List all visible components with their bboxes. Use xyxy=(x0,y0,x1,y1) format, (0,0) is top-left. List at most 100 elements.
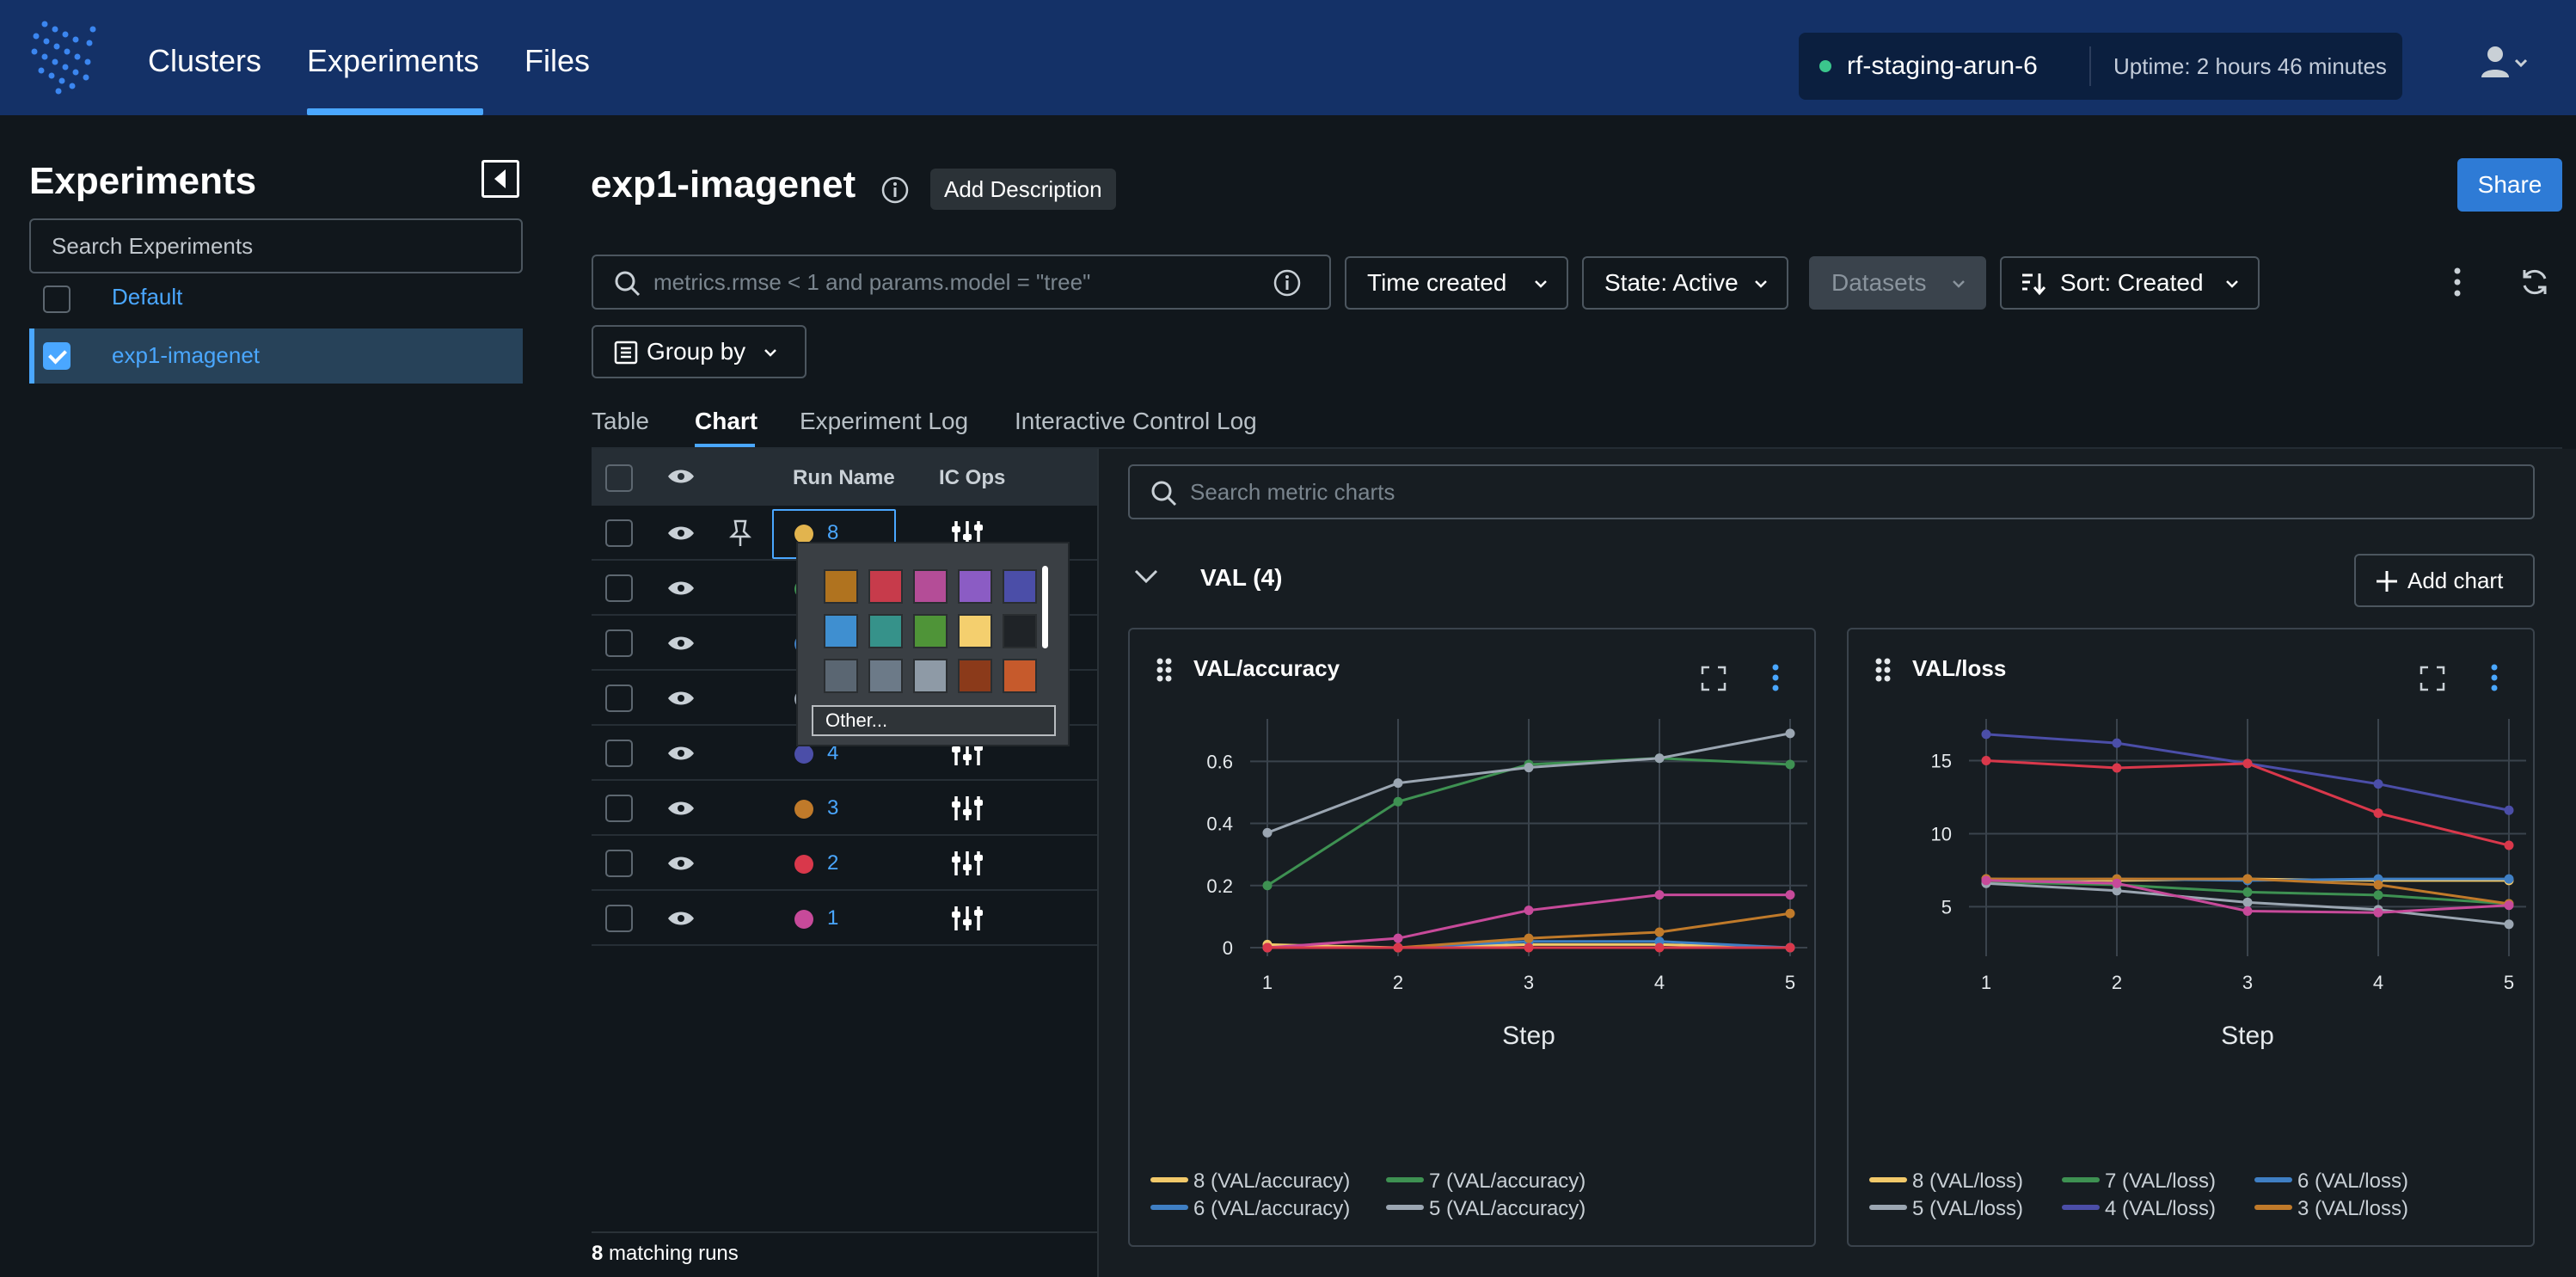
color-swatch[interactable] xyxy=(958,569,992,604)
color-swatch[interactable] xyxy=(958,659,992,693)
color-swatch[interactable] xyxy=(824,659,858,693)
experiment-item-exp1-imagenet[interactable]: exp1-imagenet xyxy=(29,328,523,384)
data-point[interactable] xyxy=(1785,759,1795,770)
legend-entry[interactable]: 5 (VAL/accuracy) xyxy=(1386,1197,1585,1221)
tab-table[interactable]: Table xyxy=(592,408,649,434)
eye-icon[interactable] xyxy=(667,855,695,872)
data-point[interactable] xyxy=(2504,900,2514,911)
experiment-label[interactable]: Default xyxy=(112,284,183,310)
data-point[interactable] xyxy=(2504,840,2514,850)
run-color-dot[interactable] xyxy=(794,525,813,543)
tab-experiment-log[interactable]: Experiment Log xyxy=(800,408,969,434)
column-header-ic-ops[interactable]: IC Ops xyxy=(939,466,1006,489)
data-point[interactable] xyxy=(1981,875,1991,886)
color-swatch[interactable] xyxy=(958,614,992,648)
data-point[interactable] xyxy=(2373,808,2383,819)
data-point[interactable] xyxy=(1262,881,1273,891)
data-point[interactable] xyxy=(1981,729,1991,740)
info-icon[interactable] xyxy=(880,175,910,205)
legend-entry[interactable]: 5 (VAL/loss) xyxy=(1869,1197,2023,1221)
color-swatch[interactable] xyxy=(868,659,903,693)
data-point[interactable] xyxy=(1654,890,1665,900)
expand-icon[interactable] xyxy=(2420,666,2445,691)
eye-icon[interactable] xyxy=(667,800,695,817)
color-swatch[interactable] xyxy=(913,659,948,693)
select-all-checkbox[interactable] xyxy=(605,464,633,492)
data-point[interactable] xyxy=(1524,942,1534,953)
state-dropdown[interactable]: State: Active xyxy=(1582,256,1788,310)
data-point[interactable] xyxy=(1981,755,1991,765)
drag-handle-icon[interactable] xyxy=(1156,657,1173,683)
data-point[interactable] xyxy=(2242,874,2253,884)
experiment-item-default[interactable]: Default xyxy=(29,270,523,325)
color-swatch[interactable] xyxy=(868,569,903,604)
data-point[interactable] xyxy=(1393,942,1403,953)
data-point[interactable] xyxy=(2373,907,2383,918)
data-point[interactable] xyxy=(2504,919,2514,930)
color-swatch[interactable] xyxy=(913,569,948,604)
run-name-link[interactable]: 2 xyxy=(827,851,839,875)
line-chart[interactable]: 1 2 3 4 5 0 0.2 0.4 0.6 Step xyxy=(1130,707,1818,1188)
data-point[interactable] xyxy=(1654,753,1665,764)
collapse-sidebar-button[interactable] xyxy=(481,160,519,198)
data-point[interactable] xyxy=(2504,874,2514,884)
data-point[interactable] xyxy=(2373,890,2383,900)
run-name-link[interactable]: 3 xyxy=(827,796,839,820)
run-name-link[interactable]: 4 xyxy=(827,741,839,764)
data-point[interactable] xyxy=(1785,890,1795,900)
run-color-dot[interactable] xyxy=(794,745,813,764)
chart-search-field[interactable] xyxy=(1128,464,2535,519)
experiment-checkbox[interactable] xyxy=(43,342,71,370)
expand-icon[interactable] xyxy=(1701,666,1727,691)
column-header-run-name[interactable]: Run Name xyxy=(793,466,895,489)
run-color-dot[interactable] xyxy=(794,910,813,929)
table-row[interactable]: 2 xyxy=(592,836,1097,891)
row-checkbox[interactable] xyxy=(605,519,633,547)
logo-icon[interactable] xyxy=(28,17,100,96)
drag-handle-icon[interactable] xyxy=(1874,657,1892,683)
eye-icon[interactable] xyxy=(667,690,695,707)
eye-icon[interactable] xyxy=(667,580,695,597)
table-row[interactable]: 3 xyxy=(592,781,1097,836)
data-point[interactable] xyxy=(1785,942,1795,953)
data-point[interactable] xyxy=(1654,942,1665,953)
color-swatch[interactable] xyxy=(1003,614,1037,648)
group-by-button[interactable]: Group by xyxy=(592,325,807,378)
data-point[interactable] xyxy=(2242,906,2253,917)
run-color-dot[interactable] xyxy=(794,800,813,819)
nav-experiments[interactable]: Experiments xyxy=(307,43,480,78)
data-point[interactable] xyxy=(1524,763,1534,773)
experiment-checkbox[interactable] xyxy=(43,285,71,313)
datasets-dropdown[interactable]: Datasets xyxy=(1809,256,1986,310)
legend-entry[interactable]: 6 (VAL/accuracy) xyxy=(1150,1197,1350,1221)
eye-icon[interactable] xyxy=(667,525,695,542)
row-checkbox[interactable] xyxy=(605,574,633,602)
pin-icon[interactable] xyxy=(727,519,753,547)
table-row[interactable]: 1 xyxy=(592,891,1097,946)
data-point[interactable] xyxy=(1262,827,1273,838)
legend-entry[interactable]: 7 (VAL/loss) xyxy=(2062,1170,2216,1194)
run-name-link[interactable]: 8 xyxy=(827,521,839,544)
legend-entry[interactable]: 8 (VAL/loss) xyxy=(1869,1170,2023,1194)
data-point[interactable] xyxy=(1262,942,1273,953)
eye-icon[interactable] xyxy=(667,745,695,762)
run-name-link[interactable]: 1 xyxy=(827,906,839,930)
eye-icon[interactable] xyxy=(667,910,695,927)
color-swatch[interactable] xyxy=(824,569,858,604)
other-color-button[interactable]: Other... xyxy=(812,705,1056,736)
color-swatch[interactable] xyxy=(824,614,858,648)
data-point[interactable] xyxy=(2112,763,2122,773)
data-point[interactable] xyxy=(2504,805,2514,815)
add-description-button[interactable]: Add Description xyxy=(930,169,1116,210)
interactive-control-icon[interactable] xyxy=(951,519,984,547)
search-experiments-input[interactable] xyxy=(29,218,523,273)
eye-icon[interactable] xyxy=(667,635,695,652)
data-point[interactable] xyxy=(2112,738,2122,748)
color-swatch[interactable] xyxy=(1003,659,1037,693)
row-checkbox[interactable] xyxy=(605,905,633,932)
run-search-field[interactable] xyxy=(592,255,1331,310)
more-options-icon[interactable] xyxy=(2452,267,2463,298)
data-point[interactable] xyxy=(2373,779,2383,789)
data-point[interactable] xyxy=(2242,897,2253,907)
run-search-input[interactable] xyxy=(653,263,1255,301)
